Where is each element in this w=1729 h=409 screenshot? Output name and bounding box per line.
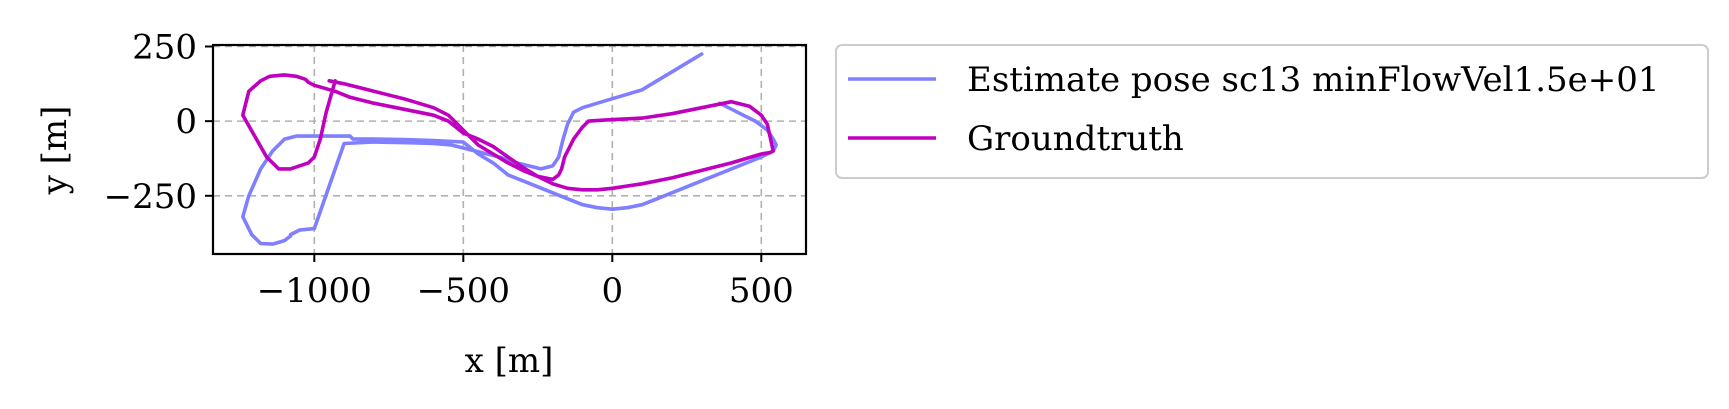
y-tick-label: 250	[132, 27, 197, 67]
legend: Estimate pose sc13 minFlowVel1.5e+01 Gro…	[835, 44, 1709, 179]
x-tick-label: 500	[729, 271, 794, 311]
series-lines	[241, 52, 779, 246]
y-axis-label: y [m]	[35, 106, 75, 196]
estimate-pose-line	[241, 52, 779, 246]
x-tick-label: 0	[601, 271, 623, 311]
axis-ticks: −1000 −500 0 500 250 0 −250	[104, 27, 794, 311]
y-tick-label: −250	[104, 177, 197, 217]
groundtruth-line	[241, 73, 776, 192]
grid-lines	[213, 45, 806, 254]
x-tick-label: −500	[417, 271, 510, 311]
legend-label-groundtruth: Groundtruth	[967, 119, 1184, 159]
legend-box	[835, 44, 1709, 179]
x-axis-label: x [m]	[465, 341, 554, 381]
y-tick-label: 0	[175, 102, 197, 142]
plot-area-frame	[211, 43, 808, 256]
x-tick-label: −1000	[257, 271, 372, 311]
legend-label-estimate: Estimate pose sc13 minFlowVel1.5e+01	[967, 60, 1660, 100]
